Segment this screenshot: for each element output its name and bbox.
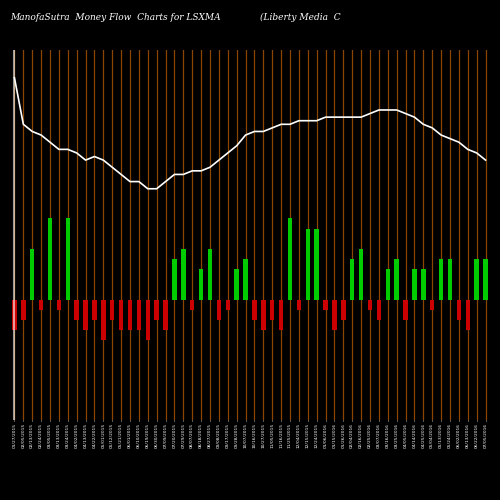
Bar (261, 300, 266, 330)
Bar (484, 259, 488, 300)
Bar (56, 300, 61, 310)
Bar (146, 300, 150, 341)
Bar (48, 218, 52, 300)
Bar (30, 249, 34, 300)
Bar (448, 259, 452, 300)
Bar (296, 300, 301, 310)
Bar (350, 259, 354, 300)
Bar (164, 300, 168, 330)
Bar (84, 300, 88, 330)
Bar (376, 300, 381, 320)
Bar (12, 300, 16, 330)
Bar (288, 218, 292, 300)
Bar (466, 300, 470, 330)
Bar (359, 249, 364, 300)
Bar (279, 300, 283, 330)
Bar (21, 300, 25, 320)
Bar (332, 300, 336, 330)
Bar (190, 300, 194, 310)
Bar (199, 269, 203, 300)
Bar (456, 300, 461, 320)
Bar (404, 300, 408, 320)
Bar (92, 300, 96, 320)
Bar (66, 218, 70, 300)
Bar (208, 249, 212, 300)
Text: (Liberty Media  C: (Liberty Media C (260, 12, 340, 22)
Bar (39, 300, 44, 310)
Bar (412, 269, 416, 300)
Bar (74, 300, 79, 320)
Bar (430, 300, 434, 310)
Bar (270, 300, 274, 320)
Text: ManofaSutra  Money Flow  Charts for LSXMA: ManofaSutra Money Flow Charts for LSXMA (10, 12, 220, 22)
Bar (244, 259, 248, 300)
Bar (101, 300, 105, 341)
Bar (252, 300, 256, 320)
Bar (341, 300, 345, 320)
Bar (368, 300, 372, 310)
Bar (154, 300, 159, 320)
Bar (394, 259, 399, 300)
Bar (216, 300, 221, 320)
Bar (386, 269, 390, 300)
Bar (314, 228, 319, 300)
Bar (324, 300, 328, 310)
Bar (136, 300, 141, 330)
Bar (226, 300, 230, 310)
Bar (110, 300, 114, 320)
Bar (234, 269, 239, 300)
Bar (439, 259, 444, 300)
Bar (421, 269, 426, 300)
Bar (119, 300, 124, 330)
Bar (128, 300, 132, 330)
Bar (181, 249, 186, 300)
Bar (474, 259, 479, 300)
Bar (172, 259, 176, 300)
Bar (306, 228, 310, 300)
